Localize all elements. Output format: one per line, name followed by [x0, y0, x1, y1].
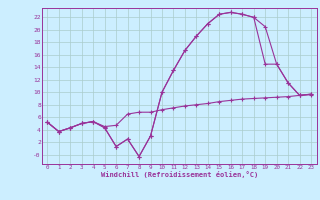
X-axis label: Windchill (Refroidissement éolien,°C): Windchill (Refroidissement éolien,°C) [100, 171, 258, 178]
